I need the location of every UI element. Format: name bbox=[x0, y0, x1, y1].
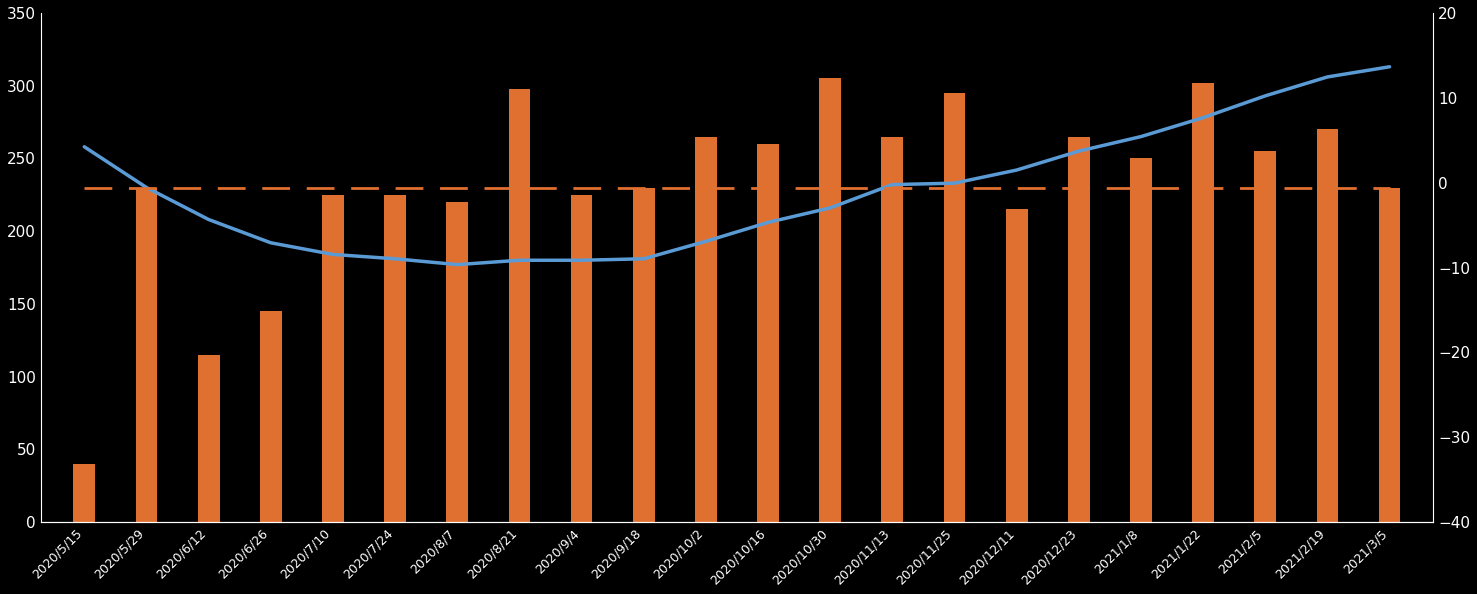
Bar bbox=[198, 355, 220, 522]
Bar bbox=[446, 202, 468, 522]
Bar bbox=[1006, 209, 1028, 522]
Bar bbox=[944, 93, 966, 522]
Bar bbox=[260, 311, 282, 522]
Bar bbox=[1068, 137, 1090, 522]
Bar bbox=[758, 144, 778, 522]
Bar bbox=[882, 137, 904, 522]
Bar bbox=[570, 195, 592, 522]
Bar bbox=[1378, 188, 1400, 522]
Bar bbox=[1130, 159, 1152, 522]
Bar bbox=[384, 195, 406, 522]
Bar bbox=[1316, 129, 1338, 522]
Bar bbox=[74, 464, 95, 522]
Bar bbox=[820, 78, 840, 522]
Bar bbox=[696, 137, 716, 522]
Bar bbox=[1254, 151, 1276, 522]
Bar bbox=[508, 89, 530, 522]
Bar bbox=[322, 195, 344, 522]
Bar bbox=[1192, 83, 1214, 522]
Bar bbox=[632, 188, 654, 522]
Bar bbox=[136, 188, 158, 522]
